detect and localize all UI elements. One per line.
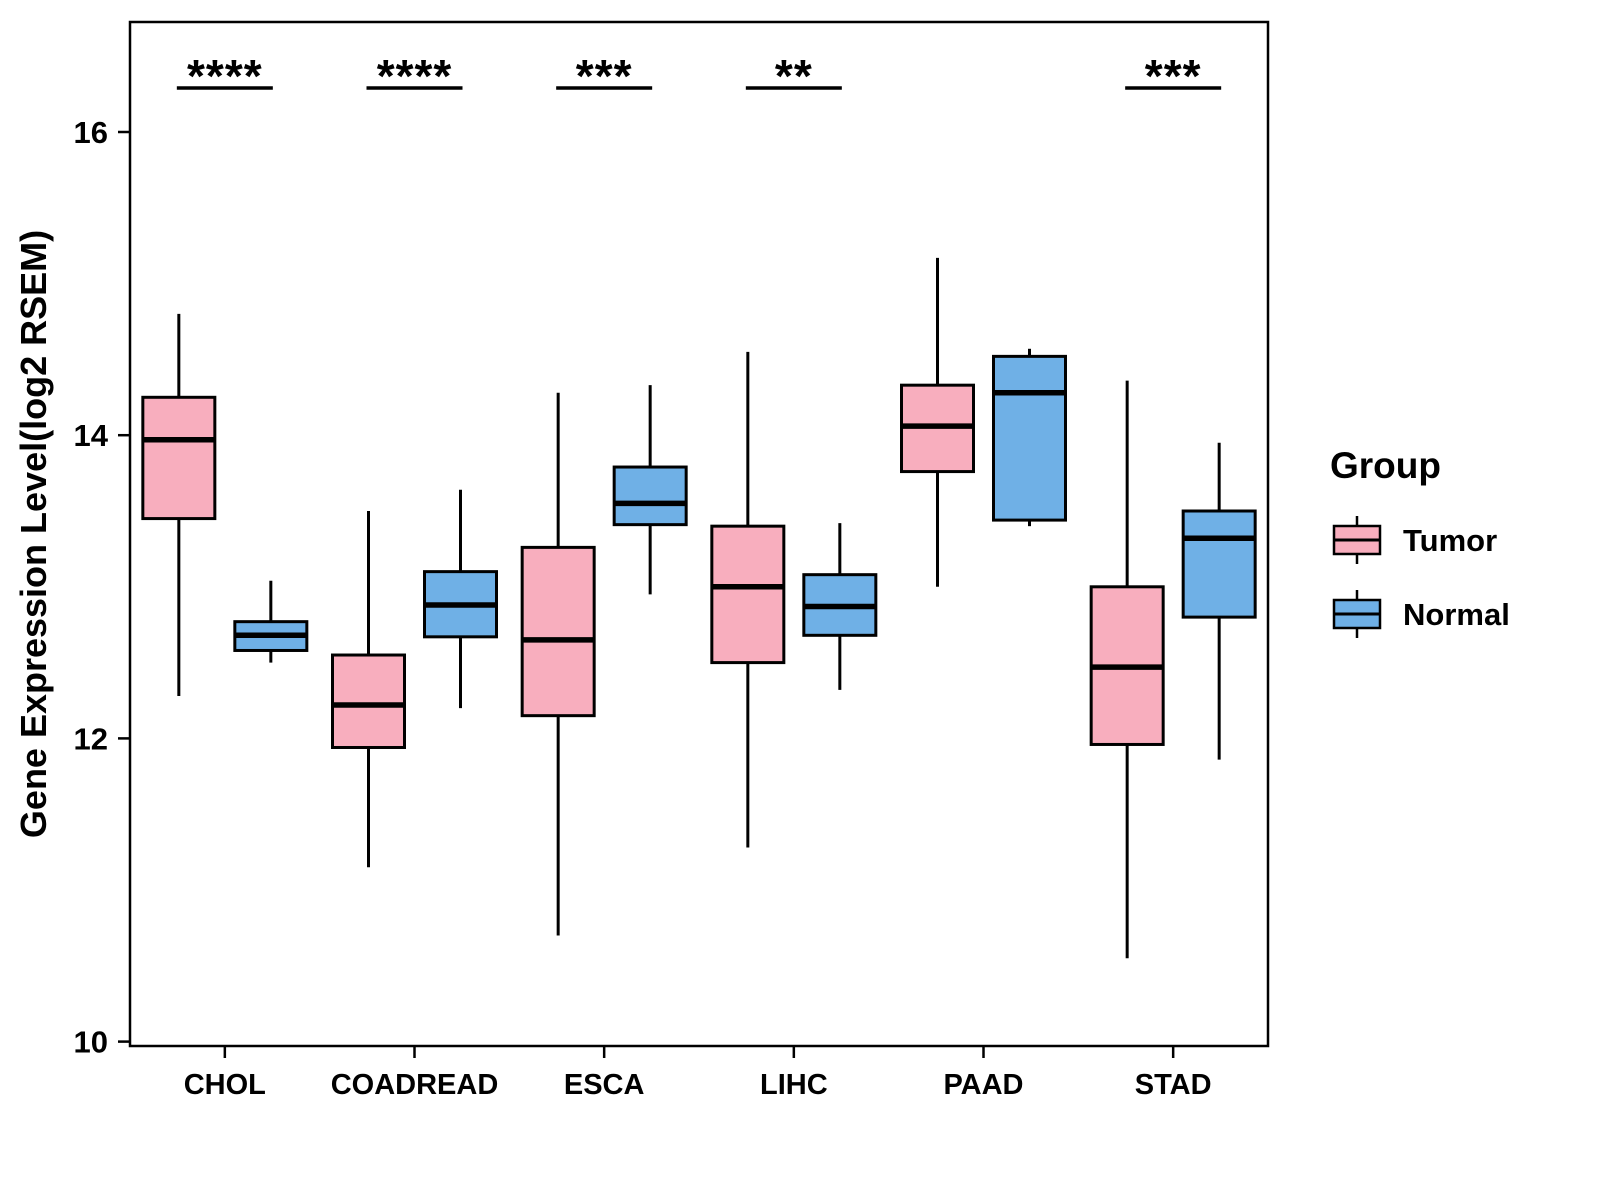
box-normal-stad bbox=[1181, 509, 1257, 619]
significance-stars: *** bbox=[576, 50, 633, 102]
x-axis-category-label: CHOL bbox=[184, 1069, 266, 1101]
y-axis-tick-label: 10 bbox=[74, 1025, 108, 1060]
box-tumor-chol bbox=[141, 395, 217, 521]
legend-label-tumor: Tumor bbox=[1403, 523, 1497, 558]
x-axis-category-label: LIHC bbox=[760, 1069, 828, 1101]
box-tumor-coadread bbox=[331, 653, 406, 749]
significance-stars: **** bbox=[187, 50, 263, 102]
significance-stars: **** bbox=[377, 50, 453, 102]
legend-label-normal: Normal bbox=[1403, 597, 1510, 632]
x-axis-category-label: STAD bbox=[1135, 1069, 1212, 1101]
x-axis-category-label: PAAD bbox=[943, 1069, 1023, 1101]
significance-stars: ** bbox=[775, 50, 813, 102]
y-axis-tick-label: 14 bbox=[74, 418, 109, 453]
box-tumor-esca bbox=[520, 545, 596, 718]
significance-stars: *** bbox=[1145, 50, 1202, 102]
x-axis-category-label: ESCA bbox=[564, 1069, 645, 1101]
legend-title: Group bbox=[1330, 445, 1441, 486]
box-normal-paad bbox=[992, 354, 1067, 522]
x-axis-category-label: COADREAD bbox=[331, 1069, 499, 1101]
y-axis-tick-label: 16 bbox=[74, 115, 108, 150]
y-axis-tick-label: 12 bbox=[74, 721, 108, 756]
box-normal-esca bbox=[612, 465, 688, 527]
y-axis-title: Gene Expression Level(log2 RSEM) bbox=[13, 230, 54, 838]
box-tumor-lihc bbox=[710, 524, 786, 665]
plot-panel-border bbox=[128, 20, 1270, 1048]
